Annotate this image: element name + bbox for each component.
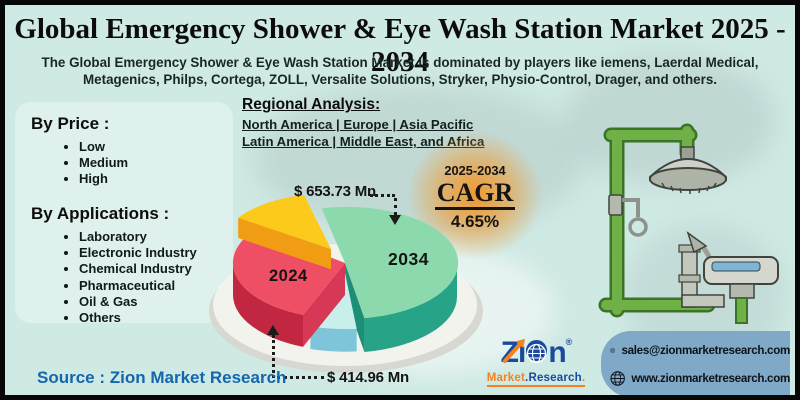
email-row[interactable]: sales@zionmarketresearch.com (610, 339, 790, 362)
subtitle-line-2: Metagenics, Philps, Cortega, ZOLL, Versa… (83, 72, 717, 88)
list-item: Oil & Gas (79, 294, 233, 310)
cagr-label: CAGR (434, 179, 516, 211)
callout-arrow-2024 (272, 335, 275, 378)
regional-line-2: Latin America | Middle East, and Africa (242, 134, 485, 150)
applications-list: Laboratory Electronic Industry Chemical … (31, 229, 233, 326)
cagr-value: 4.65% (450, 212, 500, 232)
list-item: Low (79, 139, 233, 155)
pie-slice-2024 (232, 228, 345, 347)
pie-slice-yellow (238, 194, 331, 270)
value-callout-2024: $ 414.96 Mn (327, 369, 410, 386)
list-item: High (79, 172, 233, 187)
registered-mark: ® (565, 337, 573, 347)
list-item: Others (79, 310, 233, 326)
callout-arrow-2034 (370, 194, 395, 197)
arrow-down-icon (389, 215, 401, 225)
globe-icon (526, 340, 548, 364)
regional-heading: Regional Analysis: (242, 96, 381, 113)
regional-analysis: Regional Analysis: North America | Europ… (242, 96, 484, 150)
callout-arrow-2024 (277, 376, 324, 379)
slice-label-2034: 2034 (388, 249, 429, 269)
email-text: sales@zionmarketresearch.com (621, 343, 790, 357)
page-subtitle: The Global Emergency Shower & Eye Wash S… (5, 54, 795, 89)
zion-logo-wordmark: Zin® (501, 336, 573, 369)
emergency-shower-illustration (598, 123, 779, 324)
list-item: Chemical Industry (79, 262, 233, 277)
subtitle-line-1: The Global Emergency Shower & Eye Wash S… (41, 55, 759, 70)
pie-slice-small (310, 273, 357, 352)
list-item: Laboratory (79, 229, 233, 245)
list-item: Electronic Industry (79, 246, 233, 261)
price-list: Low Medium High (31, 139, 233, 187)
website-row[interactable]: www.zionmarketresearch.com (610, 367, 790, 390)
list-item: Medium (79, 155, 233, 171)
callout-arrow-2034 (394, 198, 397, 215)
value-callout-2034: $ 653.73 Mn (294, 183, 377, 200)
page-title: Global Emergency Shower & Eye Wash Stati… (14, 13, 786, 78)
by-price-heading: By Price : (31, 114, 110, 133)
website-globe-icon (610, 370, 625, 386)
cagr-badge: 2025-2034 CAGR 4.65% (413, 163, 537, 232)
pull-handle (608, 194, 648, 237)
pie-base-plate (209, 244, 483, 373)
regional-line-1: North America | Europe | Asia Pacific (242, 116, 474, 132)
cagr-period: 2025-2034 (444, 163, 506, 178)
list-item: Pharmaceutical (79, 278, 233, 294)
source-text: Source : Zion Market Research (37, 368, 287, 387)
logo-tagline: Market.Research. (486, 372, 586, 387)
slice-label-2024: 2024 (269, 267, 308, 285)
arrow-up-icon (267, 325, 279, 335)
eye-wash-station (678, 231, 779, 324)
logo-text: n (548, 336, 566, 369)
website-text: www.zionmarketresearch.com (631, 371, 790, 385)
zion-logo: Zin® Market.Research. (482, 338, 590, 387)
segments-panel: By Price : Low Medium High By Applicatio… (15, 102, 233, 326)
pipe-frame (598, 123, 716, 318)
shower-head (649, 146, 727, 194)
by-applications-heading: By Applications : (31, 204, 170, 224)
email-icon (610, 347, 616, 353)
contact-panel: sales@zionmarketresearch.com www.zionmar… (601, 331, 790, 395)
